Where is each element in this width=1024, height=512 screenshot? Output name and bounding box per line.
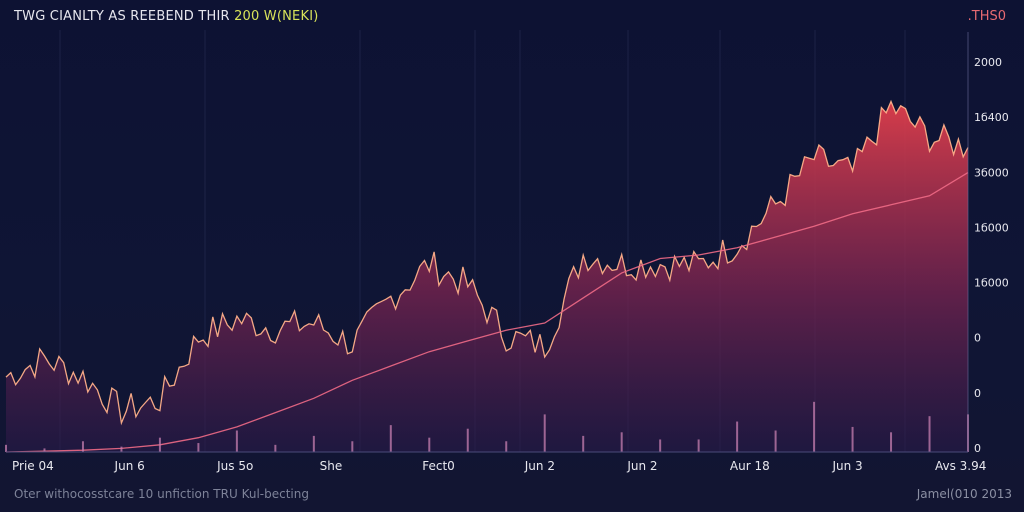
x-tick-label: Jun 2	[626, 459, 657, 473]
x-tick-label: Fect0	[422, 459, 455, 473]
x-tick-label: Avs 3.94	[935, 459, 986, 473]
y-tick-label: 1б000	[974, 277, 1009, 290]
x-tick-label: She	[320, 459, 343, 473]
y-tick-label: 0	[974, 332, 981, 345]
y-tick-label: 0	[974, 442, 981, 455]
price-line	[5, 99, 969, 426]
trend-line	[5, 172, 969, 453]
x-tick-label: Aur 18	[730, 459, 770, 473]
x-tick-label: Jun 2	[524, 459, 555, 473]
x-tick-label: Jun 3	[831, 459, 862, 473]
y-tick-label: 0	[974, 387, 981, 400]
price-area	[6, 101, 968, 453]
y-tick-label: 2000	[974, 56, 1002, 69]
y-tick-label: 1б400	[974, 111, 1009, 124]
footnote: Oter withocosstcare 10 unfiction TRU Kul…	[14, 487, 309, 501]
chart-title: TWG CIANLTY AS REEBEND THIR 200 W(NEKI)	[14, 9, 319, 24]
chart-title-accent: 200 W(NEKI)	[234, 9, 319, 24]
footer-date: Jamel(010 2013	[916, 487, 1012, 501]
corner-tag: .THS0	[967, 9, 1006, 24]
x-tick-label: Prie 04	[12, 459, 54, 473]
x-tick-label: Jus 5o	[216, 459, 253, 473]
chart-title-main: TWG CIANLTY AS REEBEND THIR	[14, 9, 230, 24]
x-tick-label: Jun 6	[114, 459, 145, 473]
y-tick-label: 1б000	[974, 221, 1009, 234]
y-tick-label: 3б000	[974, 166, 1009, 179]
